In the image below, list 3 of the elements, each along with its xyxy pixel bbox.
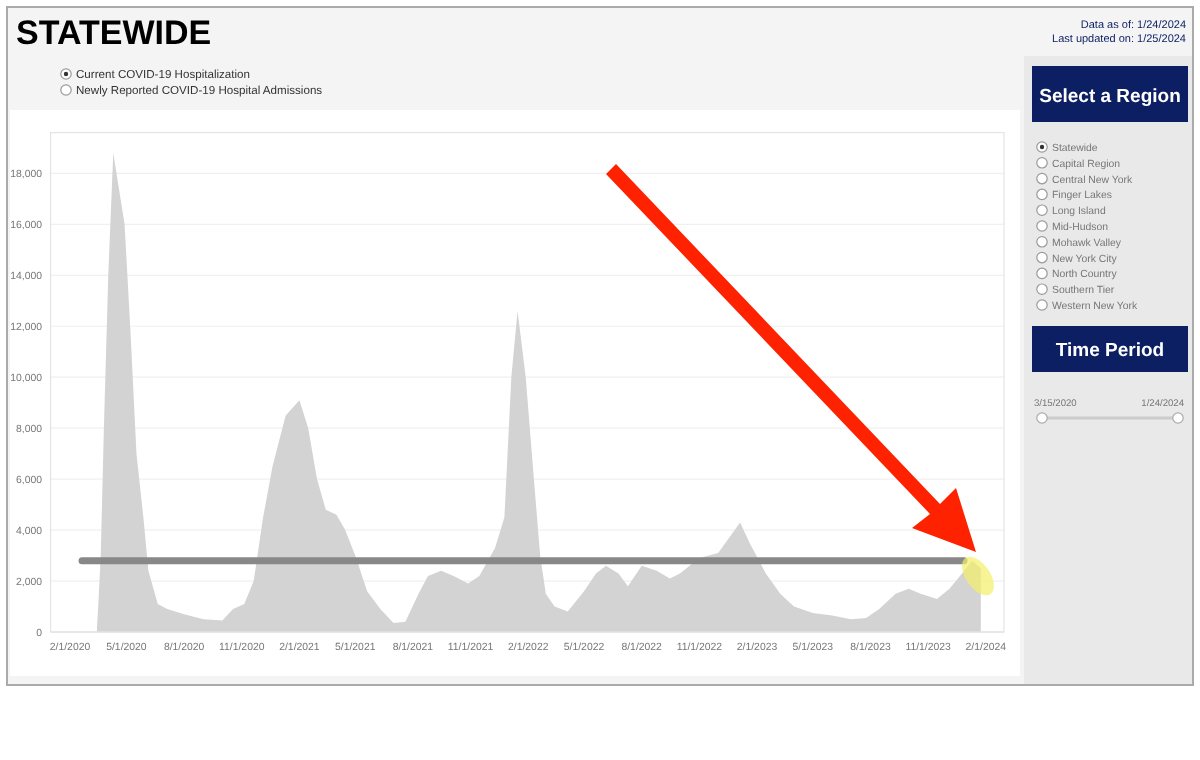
- text: Time Period: [1055, 340, 1165, 362]
- text: Select a Region: [1039, 86, 1182, 108]
- chart-title: STATEWIDE: [16, 14, 212, 52]
